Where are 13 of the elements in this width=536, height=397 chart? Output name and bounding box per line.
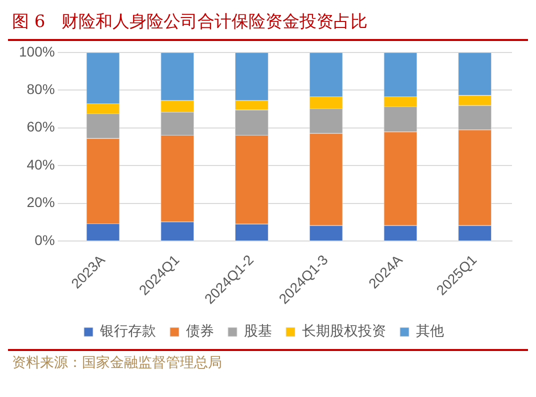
y-tick-label: 60% (26, 118, 55, 135)
y-tick-label: 100% (18, 43, 55, 60)
y-tick-label: 20% (26, 194, 55, 210)
y-tick-label: 80% (26, 80, 55, 97)
chart-title: 图 6 财险和人身险公司合计保险资金投资占比 (8, 8, 528, 41)
text: 资料来源：国家金融监督管理总局 (8, 349, 528, 375)
legend-label: 银行存款 (99, 324, 156, 340)
y-tick-label: 0% (34, 232, 55, 248)
legend-label: 长期股权投资 (302, 324, 386, 340)
legend-label: 债券 (186, 324, 214, 340)
y-tick-label: 40% (26, 156, 55, 172)
legend-label: 股基 (244, 324, 272, 340)
legend-label: 其他 (416, 324, 444, 340)
